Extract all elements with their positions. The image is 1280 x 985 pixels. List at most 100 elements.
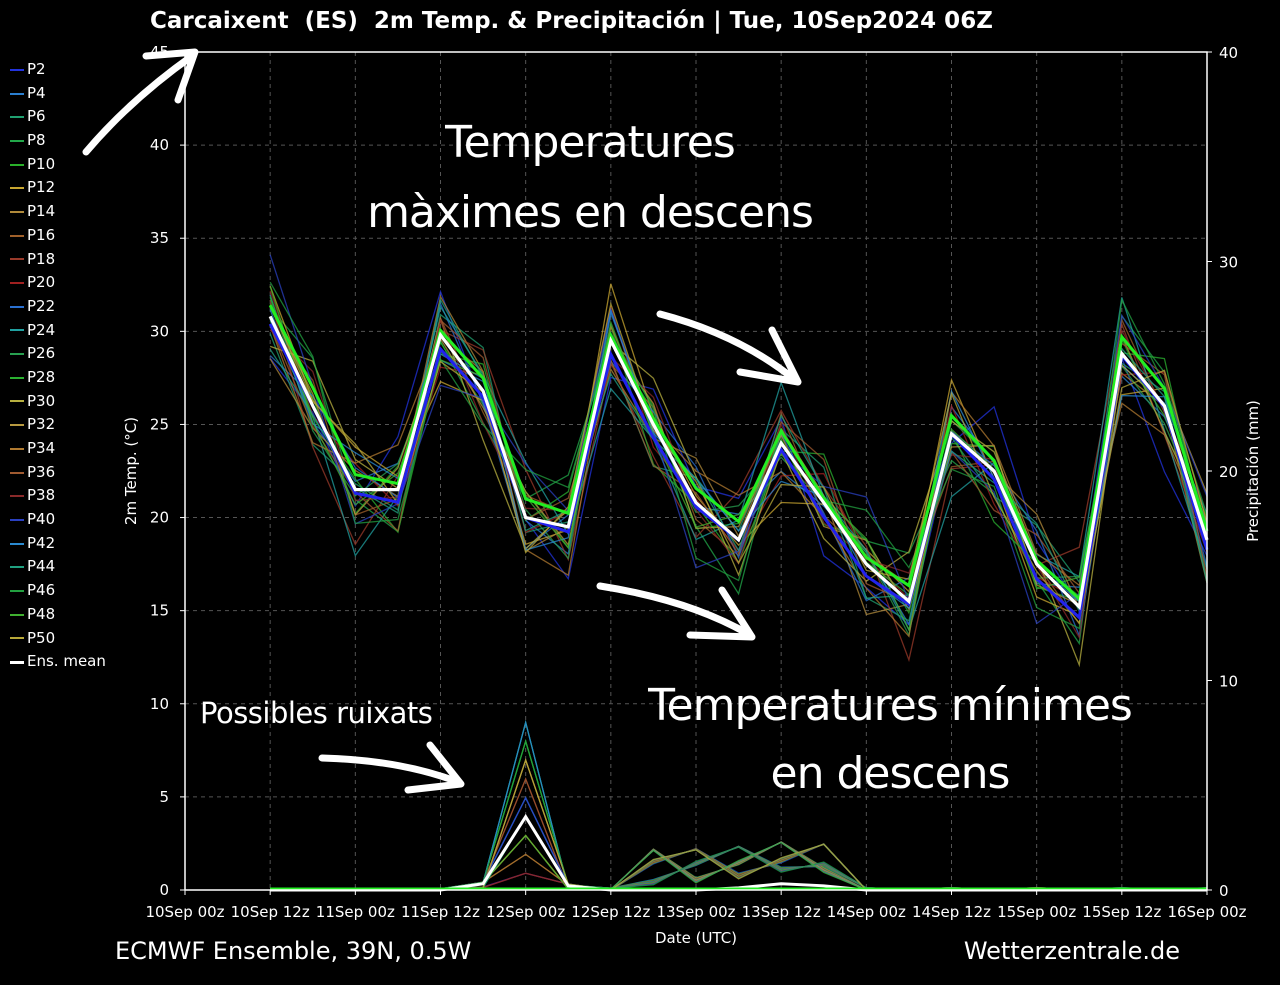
member-temp-line — [269, 301, 1208, 625]
legend-label: P32 — [27, 415, 56, 434]
x-tick-label: 13Sep 12z — [742, 903, 821, 921]
legend-item: P40 — [10, 508, 106, 532]
y2-tick-label: 0 — [1219, 882, 1229, 900]
x-tick-label: 14Sep 00z — [827, 903, 906, 921]
legend-item: P38 — [10, 484, 106, 508]
y-tick-label: 5 — [159, 788, 169, 806]
legend-label: P40 — [27, 510, 56, 529]
legend-swatch — [10, 353, 24, 356]
annotation-min-temps: Temperatures mínimes en descens — [630, 672, 1150, 808]
legend-item: P14 — [10, 200, 106, 224]
legend-item: P18 — [10, 248, 106, 272]
x-tick-label: 13Sep 00z — [656, 903, 735, 921]
y-tick-label: 35 — [150, 229, 169, 247]
y-axis-label: 2m Temp. (°C) — [122, 417, 140, 525]
legend-swatch — [10, 495, 24, 498]
x-axis-label: Date (UTC) — [655, 929, 737, 947]
legend-label: P10 — [27, 154, 56, 173]
legend-item: P48 — [10, 603, 106, 627]
legend-swatch — [10, 258, 24, 261]
y2-axis-label: Precipitación (mm) — [1244, 400, 1262, 542]
legend-label: P14 — [27, 202, 56, 221]
annotation-min-line1: Temperatures mínimes — [648, 680, 1133, 731]
legend-item: P32 — [10, 413, 106, 437]
legend-item: P2 — [10, 58, 106, 82]
annotation-arrows — [82, 48, 802, 794]
legend-swatch — [10, 305, 24, 308]
legend-swatch — [10, 637, 24, 640]
y2-tick-label: 20 — [1219, 463, 1238, 481]
legend-swatch — [10, 542, 24, 545]
legend-label: P8 — [27, 131, 46, 150]
legend-label: P46 — [27, 581, 56, 600]
legend-swatch — [10, 566, 24, 569]
legend-item: P24 — [10, 319, 106, 343]
legend-label: P38 — [27, 486, 56, 505]
member-precip-line — [270, 845, 1208, 891]
legend-label: P4 — [27, 83, 46, 102]
legend-swatch — [10, 234, 24, 237]
y2-tick-label: 30 — [1219, 254, 1238, 272]
member-precip-line — [270, 843, 1207, 891]
y-tick-label: 20 — [150, 509, 169, 527]
annotation-min-line2: en descens — [770, 748, 1011, 799]
legend-label: P36 — [27, 462, 56, 481]
legend-swatch — [10, 376, 24, 379]
legend-item: P6 — [10, 105, 106, 129]
legend-item: P30 — [10, 390, 106, 414]
x-tick-label: 15Sep 00z — [997, 903, 1076, 921]
x-tick-label: 11Sep 12z — [401, 903, 480, 921]
legend-label: P24 — [27, 320, 56, 339]
member-temp-line — [269, 298, 1208, 614]
arrow-to-title — [82, 48, 199, 156]
legend-item: P4 — [10, 82, 106, 106]
legend-item: P36 — [10, 461, 106, 485]
legend-swatch — [10, 163, 24, 166]
y2-tick-label: 40 — [1219, 44, 1238, 62]
legend-item: P22 — [10, 295, 106, 319]
legend-swatch — [10, 329, 24, 332]
legend-label: P44 — [27, 557, 56, 576]
x-tick-label: 12Sep 00z — [486, 903, 565, 921]
footer-model-info: ECMWF Ensemble, 39N, 0.5W — [115, 937, 472, 965]
x-tick-label: 10Sep 00z — [145, 903, 224, 921]
x-tick-label: 14Sep 12z — [912, 903, 991, 921]
legend-label: P50 — [27, 628, 56, 647]
annotation-max-line2: màximes en descens — [367, 187, 814, 238]
arrow-min-temps — [596, 582, 756, 641]
x-tick-label: 15Sep 12z — [1082, 903, 1161, 921]
annotation-showers: Possibles ruixats — [200, 696, 433, 730]
annotation-max-temps: Temperatures màximes en descens — [330, 108, 850, 248]
legend-swatch — [10, 471, 24, 474]
mean-temp-line — [268, 315, 1209, 611]
y-tick-label: 30 — [150, 322, 169, 340]
y-tick-label: 15 — [150, 602, 169, 620]
legend-item: Ens. mean — [10, 650, 106, 674]
legend-item: P16 — [10, 224, 106, 248]
member-precip-line — [270, 843, 1207, 891]
chart-legend: P2 P4 P6 P8 P10 P12 P14 P16 P18 P20 P22 P24 P26 P28 P3… — [10, 58, 106, 674]
legend-label: P42 — [27, 533, 56, 552]
legend-item: P28 — [10, 366, 106, 390]
legend-swatch — [10, 210, 24, 213]
member-precip-line — [270, 846, 1208, 891]
x-tick-label: 11Sep 00z — [316, 903, 395, 921]
member-temp-line — [269, 281, 1208, 630]
y2-tick-label: 10 — [1219, 673, 1238, 691]
footer-source: Wetterzentrale.de — [963, 937, 1180, 965]
legend-label: P18 — [27, 249, 56, 268]
x-tick-label: 10Sep 12z — [231, 903, 310, 921]
arrow-showers — [318, 741, 465, 794]
legend-label: P48 — [27, 604, 56, 623]
legend-swatch — [10, 589, 24, 592]
y-tick-label: 0 — [159, 881, 169, 899]
legend-item: P20 — [10, 271, 106, 295]
legend-swatch — [10, 116, 24, 119]
member-precip-line — [270, 834, 1208, 891]
annotation-max-line1: Temperatures — [445, 117, 736, 168]
legend-item: P42 — [10, 532, 106, 556]
member-precip-line — [270, 843, 1207, 891]
